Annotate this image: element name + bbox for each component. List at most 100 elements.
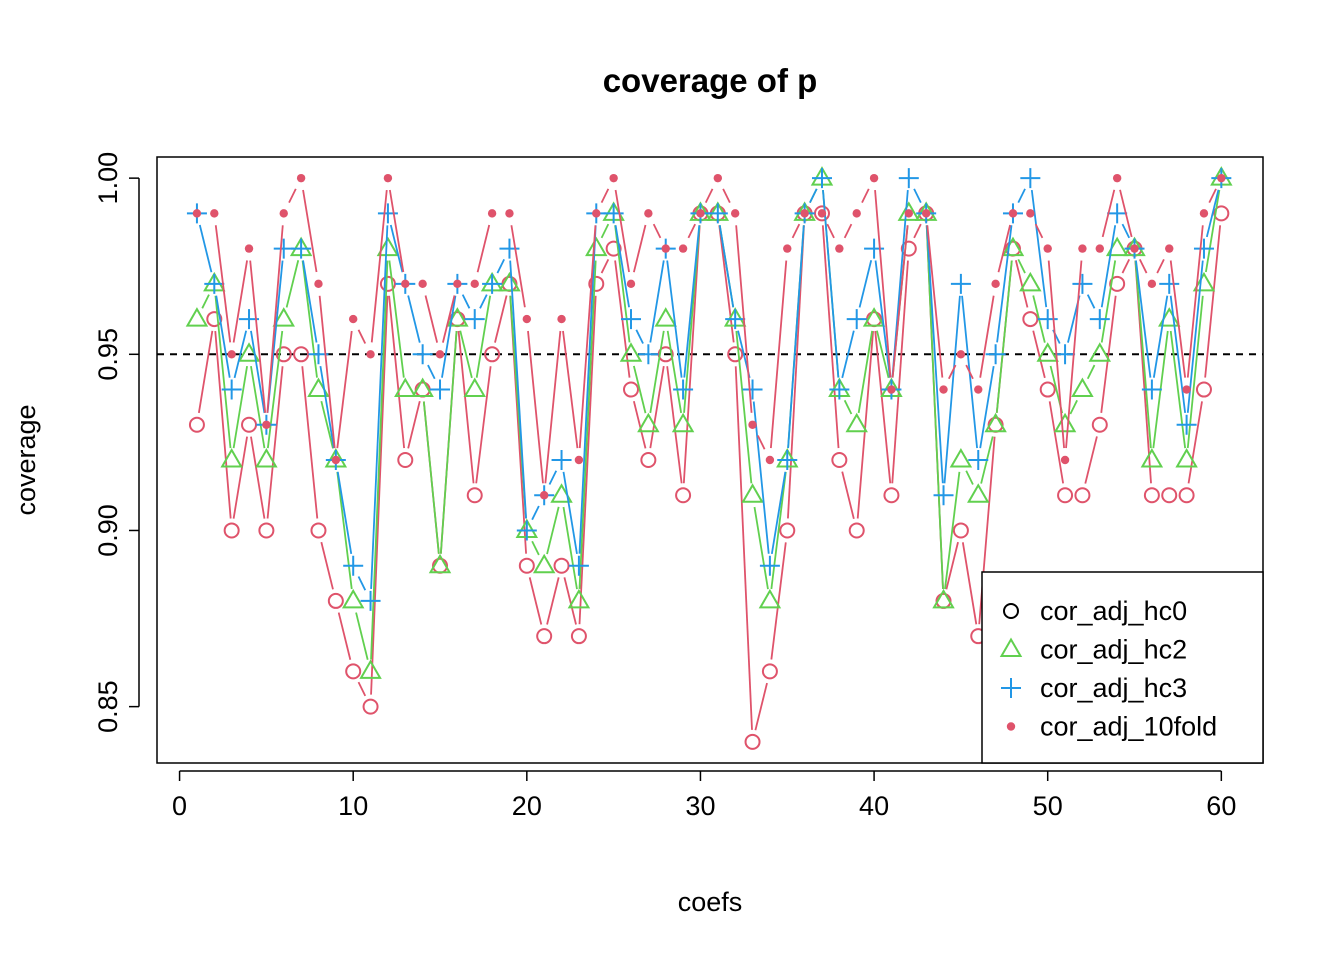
data-point <box>221 379 242 400</box>
data-point <box>1043 244 1052 253</box>
series-segment <box>457 330 475 484</box>
series-segment <box>1135 260 1152 378</box>
y-tick-label: 0.90 <box>93 504 123 557</box>
data-point <box>862 307 886 327</box>
data-point <box>1091 416 1108 433</box>
data-point <box>952 522 969 539</box>
series-segment <box>876 330 890 379</box>
series-segment <box>649 330 665 414</box>
series-segment <box>961 542 978 625</box>
data-point <box>898 168 919 189</box>
series-segment <box>320 541 334 590</box>
series-segment <box>791 223 801 239</box>
data-point <box>626 279 636 289</box>
series-segment <box>531 505 540 521</box>
series-segment <box>1086 294 1096 309</box>
data-point <box>1192 271 1216 292</box>
series-segment <box>197 330 214 414</box>
series-segment <box>666 260 683 378</box>
data-point <box>310 522 327 539</box>
data-point <box>968 450 989 470</box>
series-segment <box>841 471 855 520</box>
data-point <box>811 168 832 189</box>
series-segment <box>528 577 543 625</box>
series-segment <box>370 260 389 660</box>
series-layer <box>157 166 1263 750</box>
data-point <box>744 733 761 750</box>
data-point <box>887 385 896 394</box>
data-point <box>673 379 694 400</box>
series-segment <box>979 295 995 378</box>
series-segment <box>1100 295 1117 413</box>
data-point <box>730 209 740 218</box>
data-point <box>539 491 549 500</box>
series-segment <box>754 682 768 731</box>
data-point <box>1199 209 1209 218</box>
series-segment <box>858 260 873 308</box>
data-point <box>466 487 483 504</box>
data-point <box>401 279 410 289</box>
data-point <box>343 555 364 576</box>
series-segment <box>336 330 353 449</box>
data-point <box>518 557 535 574</box>
data-point <box>1095 244 1104 253</box>
data-point <box>1109 275 1126 292</box>
series-segment <box>357 576 367 591</box>
series-segment <box>475 295 492 378</box>
series-segment <box>1121 223 1131 239</box>
data-point <box>206 311 223 328</box>
series-segment <box>388 189 405 273</box>
data-point <box>411 377 434 398</box>
data-point <box>637 412 660 433</box>
data-point <box>574 455 584 465</box>
series-segment <box>856 330 874 519</box>
data-point <box>557 314 566 324</box>
series-segment <box>734 366 753 730</box>
data-point <box>362 698 379 715</box>
series-segment <box>1047 260 1065 449</box>
data-point <box>713 173 723 183</box>
series-segment <box>1204 225 1222 378</box>
data-point <box>592 209 601 218</box>
data-point <box>1195 381 1212 398</box>
data-point <box>623 381 639 398</box>
series-segment <box>476 224 491 273</box>
series-segment <box>682 225 701 484</box>
series-segment <box>1101 189 1116 238</box>
series-segment <box>1084 436 1098 484</box>
data-point <box>904 209 914 218</box>
series-segment <box>821 225 840 449</box>
data-point <box>296 173 306 183</box>
data-point <box>932 588 955 609</box>
data-point <box>848 522 865 539</box>
series-segment <box>389 224 404 273</box>
series-segment <box>1030 189 1048 308</box>
series-segment <box>496 258 505 274</box>
data-point <box>418 279 427 289</box>
series-segment <box>687 223 696 239</box>
series-segment <box>1156 258 1165 274</box>
data-point <box>621 309 641 330</box>
series-segment <box>370 295 389 695</box>
data-point <box>585 236 608 257</box>
series-segment <box>925 225 944 589</box>
series-segment <box>1048 401 1065 484</box>
series-segment <box>614 189 630 273</box>
series-segment <box>943 295 961 484</box>
series-segment <box>249 260 267 413</box>
legend-marker <box>1001 678 1021 698</box>
data-point <box>779 522 796 539</box>
series-segment <box>600 223 610 239</box>
data-point <box>470 279 479 289</box>
data-point <box>258 522 275 539</box>
series-segment <box>891 225 909 378</box>
series-segment <box>531 540 540 556</box>
series-segment <box>600 188 610 204</box>
series-segment <box>874 330 892 484</box>
data-point <box>609 173 618 183</box>
series-segment <box>1119 189 1133 238</box>
data-point <box>1039 381 1056 398</box>
series-segment <box>232 260 248 343</box>
x-axis-label: coefs <box>678 887 743 917</box>
data-point <box>397 452 414 468</box>
